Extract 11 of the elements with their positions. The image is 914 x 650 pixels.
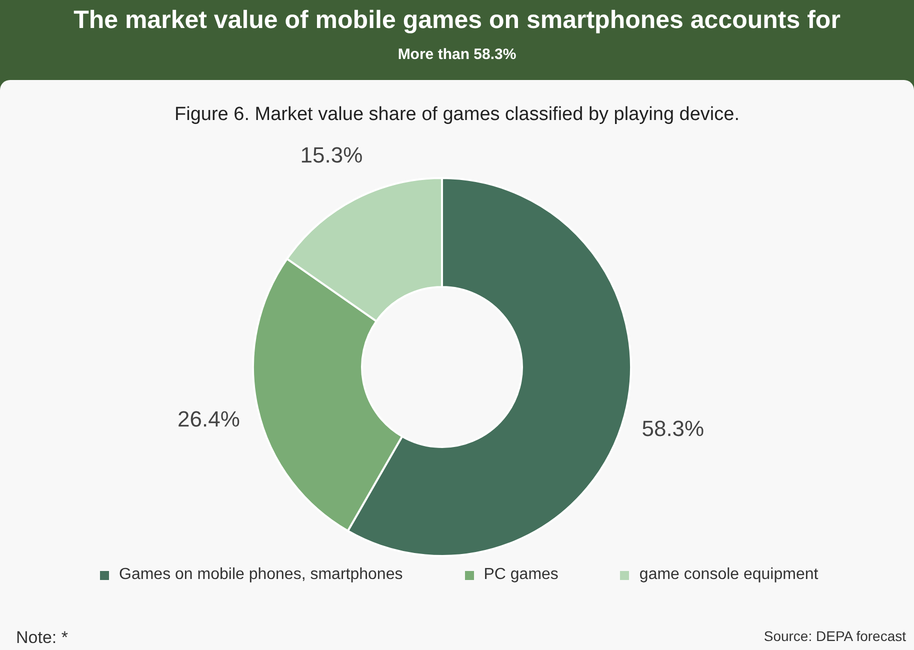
chart-subtitle: More than 58.3% [396,46,518,63]
data-label: 26.4% [178,406,240,432]
text: Note: * [16,628,68,648]
chart-title: The market value of mobile games on smartphones accounts for [72,6,842,35]
source-note: Source: DEPA forecast [764,628,906,644]
legend-label: game console equipment [639,566,818,584]
legend-label: Games on mobile phones, smartphones [119,566,403,584]
data-label: 15.3% [300,142,363,168]
data-label: 58.3% [642,416,704,442]
caption: Figure 6. Market value share of games classified by playing device. [174,104,740,126]
legend-label: PC games [484,566,558,584]
